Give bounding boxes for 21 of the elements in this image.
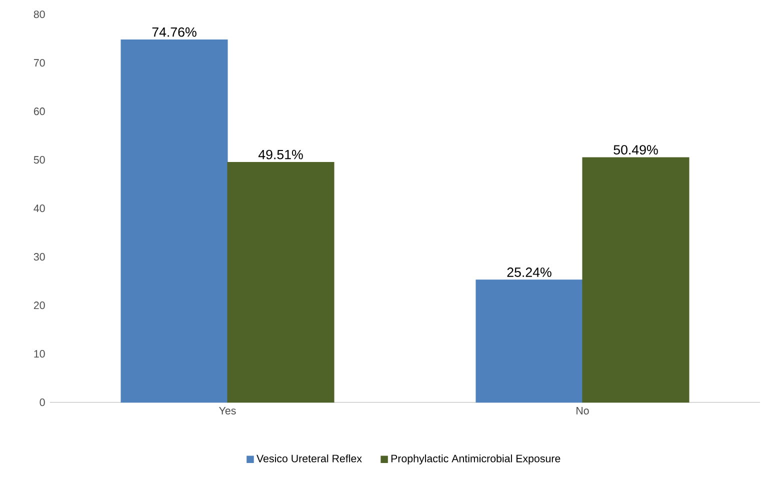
y-tick-label: 0 [40, 398, 45, 406]
data-label: 74.76% [152, 27, 196, 37]
data-label: 25.24% [507, 268, 552, 277]
y-tick-label: 80 [34, 10, 45, 18]
y-tick-label: 10 [34, 350, 45, 358]
data-label: 50.49% [614, 145, 658, 155]
data-label: 49.51% [258, 150, 303, 160]
bar [120, 39, 228, 403]
y-tick-label: 20 [34, 302, 45, 310]
y-tick-label: 70 [34, 59, 45, 67]
legend-label: Vesico Ureteral Reflex [256, 454, 362, 462]
legend-label: Prophylactic Antimicrobial Exposure [391, 454, 560, 464]
y-tick-label: 50 [34, 156, 45, 164]
bar [476, 280, 583, 403]
bar [582, 157, 690, 403]
x-tick-label: Yes [219, 407, 236, 414]
bar [227, 162, 334, 403]
y-tick-label: 40 [34, 204, 45, 212]
x-tick-label: No [576, 407, 589, 414]
y-tick-label: 30 [34, 253, 45, 261]
y-tick-label: 60 [34, 108, 45, 116]
